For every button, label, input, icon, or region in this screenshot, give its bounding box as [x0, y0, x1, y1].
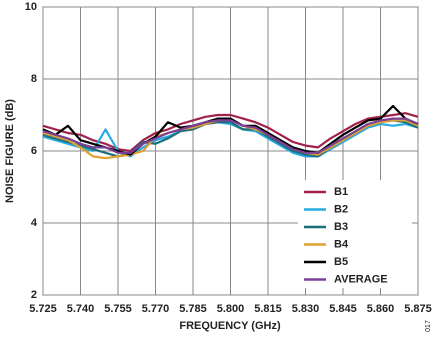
figure-code: 017 — [425, 320, 432, 332]
y-tick-label: 6 — [31, 145, 37, 157]
x-tick-label: 5.755 — [104, 303, 132, 315]
y-tick-label: 2 — [31, 289, 37, 301]
series-line — [42, 112, 419, 153]
legend-label: B2 — [334, 203, 348, 215]
x-tick-label: 5.725 — [29, 303, 57, 315]
x-tick-label: 5.830 — [292, 303, 320, 315]
x-tick-label: 5.740 — [67, 303, 95, 315]
legend-label: B1 — [334, 186, 348, 198]
legend-label: B3 — [334, 221, 348, 233]
x-tick-label: 5.875 — [404, 303, 432, 315]
x-tick-label: 5.860 — [367, 303, 395, 315]
x-tick-label: 5.845 — [329, 303, 357, 315]
x-axis-label: FREQUENCY (GHz) — [179, 320, 281, 332]
y-tick-label: 10 — [25, 1, 37, 13]
x-tick-label: 5.800 — [217, 303, 245, 315]
legend-label: AVERAGE — [334, 273, 388, 285]
legend-box — [298, 180, 412, 288]
series-line — [42, 121, 419, 158]
x-tick-label: 5.770 — [142, 303, 170, 315]
x-tick-label: 5.815 — [254, 303, 282, 315]
legend-label: B5 — [334, 256, 348, 268]
y-tick-label: 4 — [31, 217, 38, 229]
x-tick-label: 5.785 — [179, 303, 207, 315]
legend-label: B4 — [334, 238, 349, 250]
y-tick-label: 8 — [31, 73, 37, 85]
y-axis-label: NOISE FIGURE (dB) — [4, 99, 16, 203]
series-line — [42, 117, 419, 154]
